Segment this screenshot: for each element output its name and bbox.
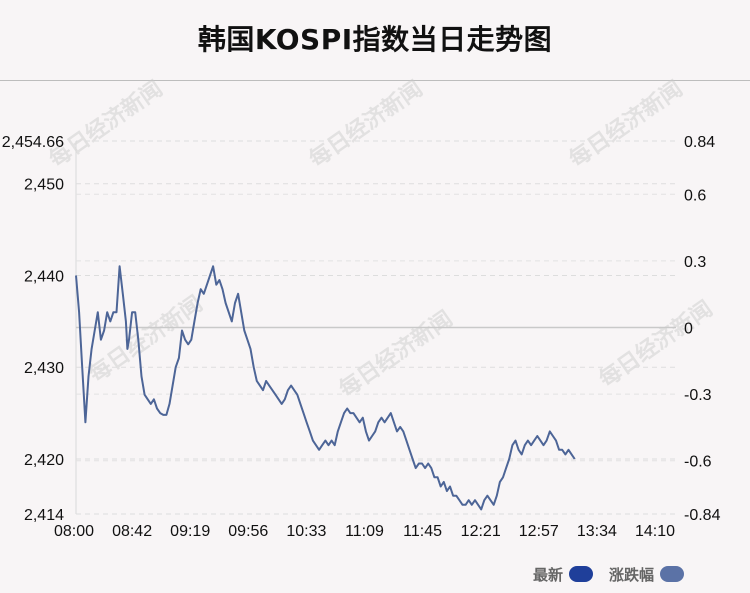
x-tick-label-8: 12:57 xyxy=(519,523,559,540)
legend-label-latest: 最新 xyxy=(533,565,564,584)
watermark-5: 每日经济新闻 xyxy=(594,296,717,393)
watermark-4: 每日经济新闻 xyxy=(334,306,457,403)
y-left-tick-label-3: 2,430 xyxy=(24,360,64,377)
y-left-tick-label-5: 2,414 xyxy=(24,507,64,524)
x-tick-label-7: 12:21 xyxy=(461,523,501,540)
watermark-0: 每日经济新闻 xyxy=(44,76,167,173)
watermark-3: 每日经济新闻 xyxy=(84,291,207,388)
x-tick-label-6: 11:45 xyxy=(403,523,442,540)
legend-swatch-latest xyxy=(569,566,594,582)
y-right-tick-label-1: 0.6 xyxy=(684,187,706,204)
legend-swatch-change xyxy=(660,566,685,582)
watermark-2: 每日经济新闻 xyxy=(564,76,687,173)
legend-item-change[interactable]: 涨跌幅 xyxy=(609,562,685,586)
x-tick-label-5: 11:09 xyxy=(345,523,384,540)
y-right-tick-label-2: 0.3 xyxy=(684,254,706,271)
x-tick-label-10: 14:10 xyxy=(635,523,675,540)
x-tick-label-0: 08:00 xyxy=(54,523,94,540)
y-left-tick-label-4: 2,420 xyxy=(24,452,64,469)
x-tick-label-2: 09:19 xyxy=(170,523,210,540)
chart-title: 韩国KOSPI指数当日走势图 xyxy=(197,23,553,56)
y-right-tick-label-4: -0.3 xyxy=(684,387,712,404)
y-right-tick-label-5: -0.6 xyxy=(684,454,712,471)
x-tick-label-9: 13:34 xyxy=(577,523,617,540)
y-left-tick-label-2: 2,440 xyxy=(24,268,64,285)
x-tick-label-4: 10:33 xyxy=(286,523,326,540)
y-left-tick-label-1: 2,450 xyxy=(24,177,64,194)
series-line-0 xyxy=(75,265,576,511)
legend-item-latest[interactable]: 最新 xyxy=(533,562,594,586)
y-left-tick-label-0: 2,454.66 xyxy=(2,134,64,151)
x-tick-label-3: 09:56 xyxy=(228,523,268,540)
x-tick-label-1: 08:42 xyxy=(112,523,152,540)
watermark-1: 每日经济新闻 xyxy=(304,76,427,173)
y-right-tick-label-3: 0 xyxy=(684,321,693,338)
legend-label-change: 涨跌幅 xyxy=(609,565,655,584)
title-divider xyxy=(0,80,750,81)
y-right-tick-label-0: 0.84 xyxy=(684,134,715,151)
y-right-tick-label-6: -0.84 xyxy=(684,507,721,524)
